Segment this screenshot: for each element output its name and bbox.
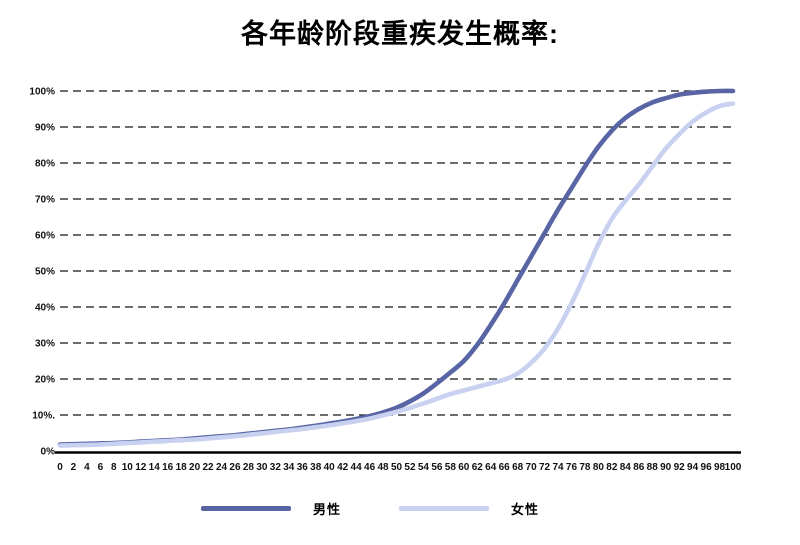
x-tick-label: 40 <box>324 462 336 473</box>
x-tick-label: 10 <box>122 462 134 473</box>
x-tick-label: 72 <box>539 462 551 473</box>
x-tick-label: 2 <box>71 462 77 473</box>
y-tick-label: 90% <box>35 123 55 134</box>
x-tick-label: 34 <box>283 462 295 473</box>
x-tick-label: 54 <box>418 462 430 473</box>
x-tick-label: 22 <box>202 462 214 473</box>
x-tick-label: 94 <box>687 462 699 473</box>
y-tick-label: 20% <box>35 375 55 386</box>
x-tick-label: 24 <box>216 462 228 473</box>
x-tick-label: 66 <box>499 462 511 473</box>
y-tick-label: 30% <box>35 339 55 350</box>
y-tick-label: 50% <box>35 267 55 278</box>
y-tick-label: 60% <box>35 231 55 242</box>
x-tick-label: 28 <box>243 462 255 473</box>
x-tick-label: 12 <box>135 462 147 473</box>
x-tick-label: 38 <box>310 462 322 473</box>
x-tick-label: 60 <box>458 462 470 473</box>
y-tick-label: 100% <box>29 87 55 98</box>
legend-swatch-male-line <box>200 506 291 511</box>
y-tick-label: 10%. <box>32 411 55 422</box>
chart-title: 各年龄阶段重疾发生概率: <box>241 19 559 49</box>
x-tick-label: 58 <box>445 462 457 473</box>
legend-label-female: 女性 <box>511 502 540 517</box>
x-tick-label: 78 <box>579 462 591 473</box>
x-tick-label: 68 <box>512 462 524 473</box>
x-tick-label: 36 <box>297 462 309 473</box>
x-tick-label: 88 <box>647 462 659 473</box>
legend-item-male: 男性 <box>200 499 341 518</box>
x-tick-label: 70 <box>526 462 538 473</box>
x-tick-label: 18 <box>176 462 188 473</box>
x-tick-label: 80 <box>593 462 605 473</box>
legend: 男性 女性 <box>0 499 770 518</box>
x-tick-label: 100 <box>725 462 742 473</box>
x-tick-label: 56 <box>431 462 443 473</box>
y-tick-label: 70% <box>35 195 55 206</box>
x-tick-label: 96 <box>701 462 713 473</box>
y-tick-label: 0% <box>41 447 56 458</box>
y-tick-label: 40% <box>35 303 55 314</box>
legend-swatch-female-line <box>399 506 489 511</box>
x-tick-label: 82 <box>606 462 618 473</box>
x-tick-label: 42 <box>337 462 349 473</box>
x-tick-label: 76 <box>566 462 578 473</box>
x-tick-label: 6 <box>98 462 104 473</box>
x-tick-label: 30 <box>256 462 268 473</box>
x-tick-label: 14 <box>149 462 161 473</box>
legend-item-female: 女性 <box>399 499 539 518</box>
x-tick-label: 48 <box>377 462 389 473</box>
x-tick-label: 44 <box>351 462 363 473</box>
x-tick-label: 86 <box>633 462 645 473</box>
y-tick-label: 80% <box>35 159 55 170</box>
x-tick-label: 52 <box>404 462 416 473</box>
x-tick-label: 26 <box>229 462 241 473</box>
x-tick-label: 0 <box>57 462 63 473</box>
x-tick-label: 84 <box>620 462 632 473</box>
legend-label-male: 男性 <box>312 502 341 517</box>
x-tick-label: 92 <box>674 462 686 473</box>
x-tick-label: 8 <box>111 462 117 473</box>
x-tick-label: 16 <box>162 462 174 473</box>
x-tick-label: 90 <box>660 462 672 473</box>
x-tick-label: 98 <box>714 462 726 473</box>
x-tick-label: 20 <box>189 462 201 473</box>
x-tick-label: 46 <box>364 462 376 473</box>
x-tick-label: 64 <box>485 462 497 473</box>
x-tick-label: 32 <box>270 462 282 473</box>
x-tick-label: 62 <box>472 462 484 473</box>
x-tick-label: 4 <box>84 462 90 473</box>
male-line <box>57 88 736 447</box>
x-tick-label: 50 <box>391 462 403 473</box>
female-line <box>57 101 736 448</box>
x-tick-label: 74 <box>552 462 564 473</box>
